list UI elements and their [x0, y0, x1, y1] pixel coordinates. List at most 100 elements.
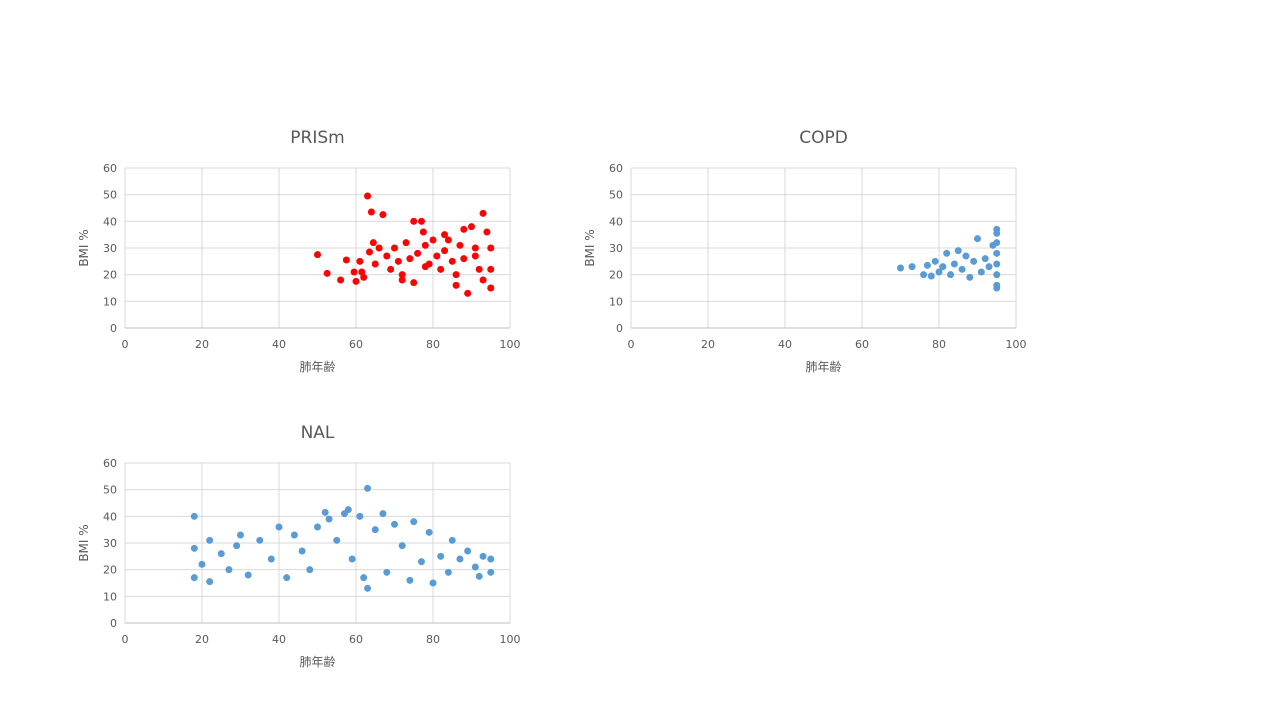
data-point: [487, 265, 495, 273]
x-tick-label: 60: [349, 338, 363, 351]
data-point: [394, 257, 402, 265]
chart-svg: NAL 0 10 20 30 40 50 60 0 20 40 60 80 100 肺年齢 BMI %: [77, 423, 521, 669]
y-tick-label: 20: [103, 269, 117, 282]
data-point: [962, 252, 970, 260]
data-point: [441, 247, 449, 255]
chart-copd: COPD 0 10 20 30 40 50 60 0 20 40 60 80 100 肺年齢 BMI %: [576, 115, 1046, 389]
data-point: [468, 223, 475, 231]
x-tick-label: 40: [272, 338, 286, 351]
data-point: [342, 256, 350, 264]
y-tick-label: 10: [609, 295, 623, 308]
chart-title: NAL: [301, 423, 335, 443]
data-point: [993, 239, 1001, 247]
data-point: [298, 547, 306, 555]
data-point: [429, 579, 437, 587]
y-tick-label: 50: [103, 484, 117, 497]
x-tick-label: 80: [426, 338, 440, 351]
data-point: [375, 244, 383, 252]
x-axis-label: 肺年齢: [805, 359, 841, 374]
data-point: [369, 239, 377, 247]
data-point: [954, 247, 962, 255]
data-point: [402, 239, 410, 247]
data-point: [365, 248, 373, 256]
chart-title: PRISm: [290, 128, 344, 148]
data-point: [448, 257, 456, 265]
data-point: [479, 276, 487, 284]
data-point: [391, 520, 398, 528]
y-tick-label: 40: [103, 215, 117, 228]
data-point: [970, 257, 978, 265]
data-point: [267, 555, 275, 563]
data-point: [337, 276, 345, 284]
x-tick-label: 40: [778, 338, 792, 351]
data-point: [448, 536, 456, 544]
data-point: [190, 544, 198, 552]
data-point: [290, 531, 298, 539]
data-point: [471, 252, 479, 260]
data-point: [217, 550, 225, 558]
data-point: [487, 568, 495, 576]
data-point: [943, 249, 951, 257]
y-tick-label: 40: [609, 215, 623, 228]
data-point: [244, 571, 252, 579]
data-point: [314, 523, 321, 531]
data-point: [206, 536, 214, 544]
x-tick-label: 0: [628, 338, 635, 351]
y-tick-label: 60: [103, 162, 117, 175]
data-point: [985, 263, 993, 271]
chart-nal: NAL 0 10 20 30 40 50 60 0 20 40 60 80 100 肺年齢 BMI %: [70, 410, 540, 684]
data-point: [429, 236, 437, 244]
data-point: [410, 217, 418, 225]
data-point: [233, 542, 241, 550]
data-point: [897, 264, 904, 272]
data-point: [198, 560, 206, 568]
x-tick-label: 40: [272, 633, 286, 646]
data-point: [456, 555, 464, 563]
data-point: [256, 536, 264, 544]
x-tick-label: 60: [349, 633, 363, 646]
chart-title: COPD: [799, 128, 848, 148]
y-tick-label: 60: [103, 457, 117, 470]
data-point: [321, 508, 329, 516]
chart-svg: PRISm 0 10 20 30 40 50 60 0 20 40 60 80 100 肺年齢 BMI %: [77, 128, 521, 374]
data-point: [333, 536, 341, 544]
data-point: [464, 289, 472, 297]
data-point: [974, 235, 981, 243]
x-tick-label: 60: [855, 338, 869, 351]
x-tick-label: 100: [500, 633, 521, 646]
x-axis-label: 肺年齢: [299, 359, 335, 374]
x-tick-label: 0: [122, 633, 129, 646]
y-axis-label: BMI %: [77, 524, 91, 561]
y-axis-label: BMI %: [77, 229, 91, 266]
data-point: [356, 257, 364, 265]
data-point: [306, 566, 314, 574]
data-point: [927, 272, 935, 280]
data-point: [471, 563, 479, 571]
data-point: [437, 265, 445, 273]
data-point: [939, 263, 947, 271]
y-tick-label: 0: [110, 322, 117, 335]
data-point: [425, 528, 433, 536]
data-point: [464, 547, 472, 555]
data-point: [460, 255, 468, 263]
data-point: [367, 208, 375, 216]
data-point: [360, 574, 368, 582]
data-point: [364, 484, 372, 492]
data-point: [421, 263, 429, 271]
data-point: [414, 249, 422, 257]
x-axis-label: 肺年齢: [299, 654, 335, 669]
x-tick-label: 100: [1006, 338, 1027, 351]
data-point: [483, 228, 491, 236]
x-tick-label: 80: [932, 338, 946, 351]
y-axis-label: BMI %: [583, 229, 597, 266]
data-point: [325, 515, 333, 523]
data-point: [383, 252, 391, 260]
y-tick-label: 0: [110, 617, 117, 630]
x-tick-label: 100: [500, 338, 521, 351]
data-point: [993, 229, 1001, 237]
data-point: [950, 260, 958, 268]
data-point: [398, 271, 406, 279]
data-point: [479, 552, 487, 560]
data-point: [460, 225, 468, 233]
data-point: [344, 506, 352, 514]
